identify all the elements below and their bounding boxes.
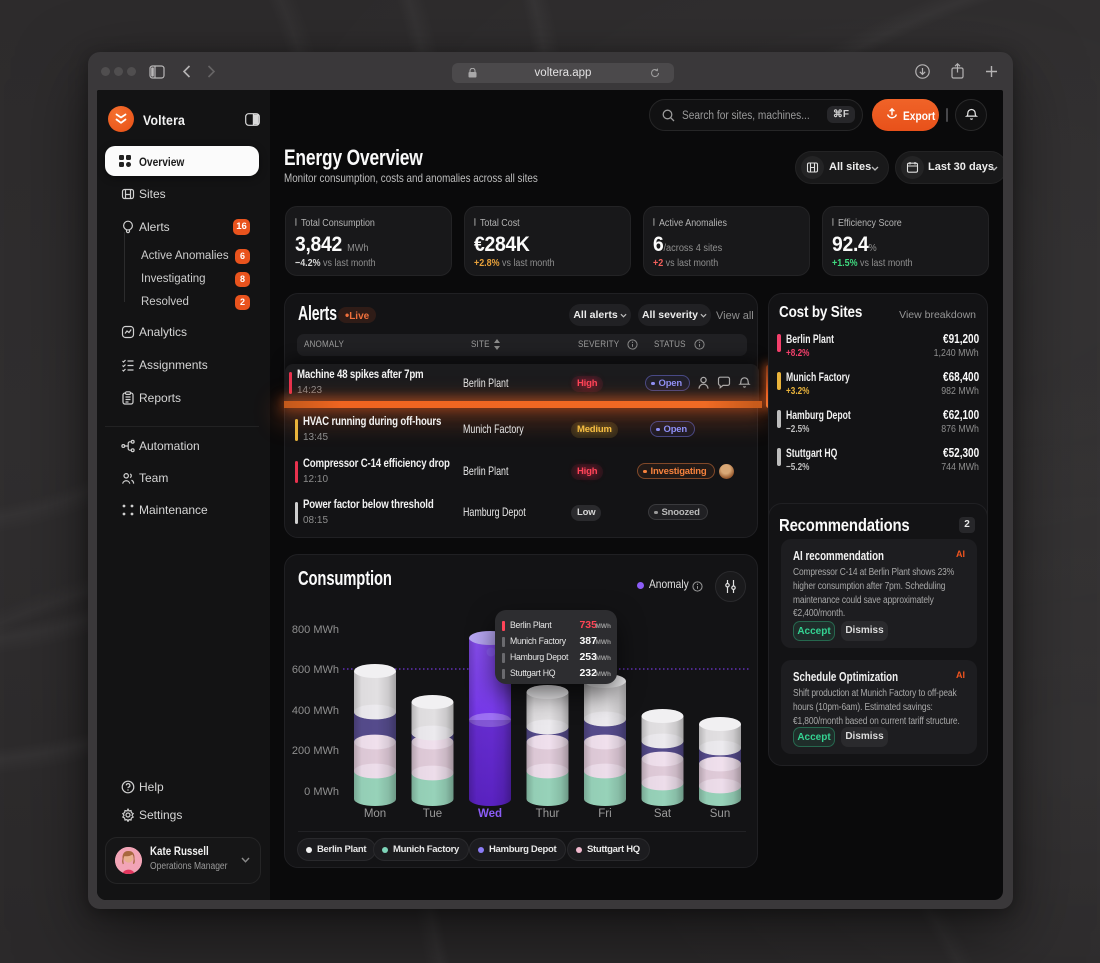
svg-text:800 MWh: 800 MWh <box>292 624 339 636</box>
svg-text:Thur: Thur <box>536 808 560 820</box>
svg-text:Sat: Sat <box>654 808 672 820</box>
svg-text:Mon: Mon <box>364 808 386 820</box>
svg-text:200 MWh: 200 MWh <box>292 745 339 757</box>
svg-text:600 MWh: 600 MWh <box>292 664 339 676</box>
svg-text:Fri: Fri <box>598 808 611 820</box>
svg-text:Wed: Wed <box>478 808 502 820</box>
svg-text:Sun: Sun <box>710 808 730 820</box>
svg-text:0 MWh: 0 MWh <box>304 786 339 798</box>
svg-text:Tue: Tue <box>423 808 442 820</box>
svg-text:400 MWh: 400 MWh <box>292 705 339 717</box>
